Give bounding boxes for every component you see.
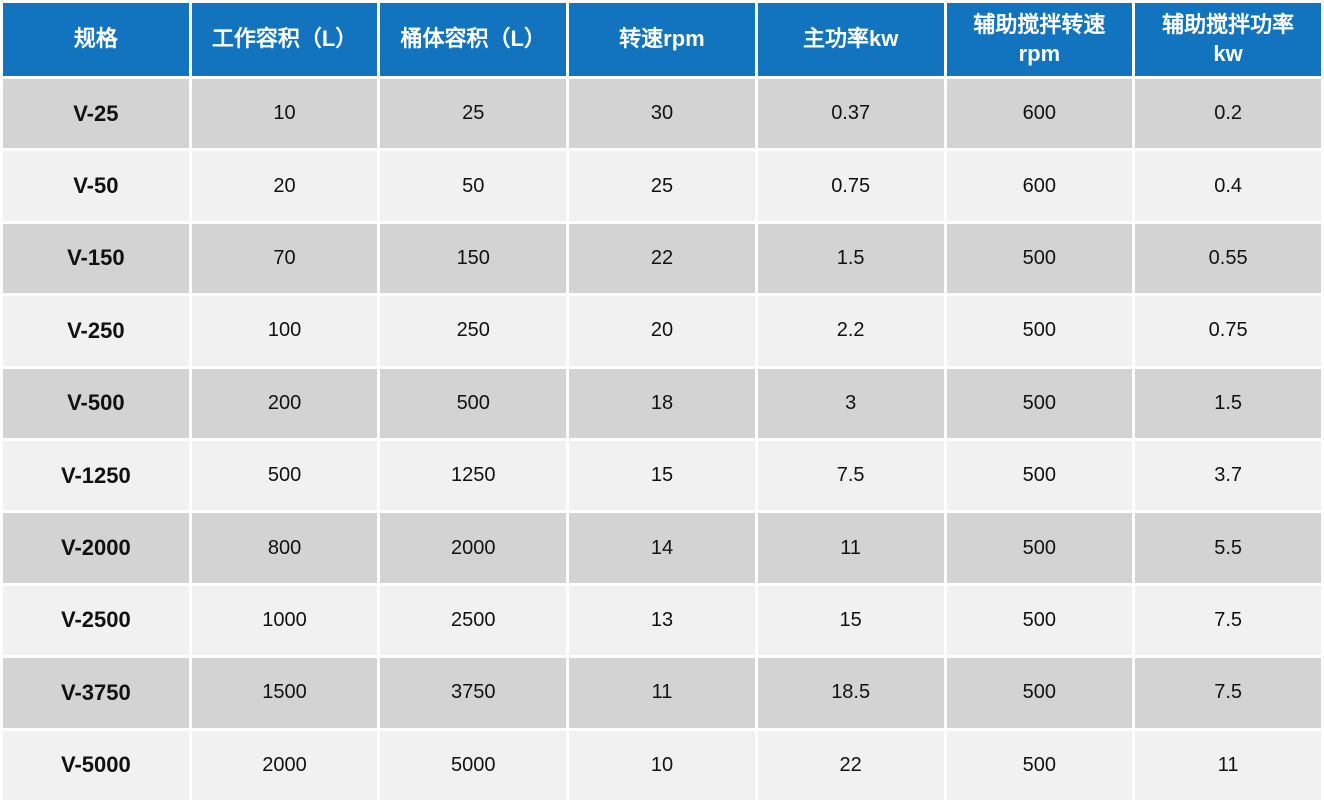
value-cell: 3750 xyxy=(380,658,567,728)
value-cell: 5000 xyxy=(380,730,567,800)
value-cell: 50 xyxy=(380,151,567,221)
table-row: V-150 70 150 22 1.5 500 0.55 xyxy=(3,223,1321,294)
value-cell: 250 xyxy=(380,296,567,366)
value-cell: 30 xyxy=(569,79,755,149)
value-cell: 13 xyxy=(569,585,755,656)
table-body: V-25 10 25 30 0.37 600 0.2 V-50 20 50 25 0.75 600 0.4… xyxy=(3,79,1321,800)
column-header-5: 辅助搅拌转速 rpm xyxy=(946,3,1133,76)
spec-cell: V-50 xyxy=(3,151,189,221)
value-cell: 18.5 xyxy=(757,658,944,728)
value-cell: 150 xyxy=(380,223,567,294)
value-cell: 0.75 xyxy=(757,151,944,221)
spec-cell: V-5000 xyxy=(3,730,189,800)
value-cell: 600 xyxy=(946,151,1133,221)
spec-cell: V-3750 xyxy=(3,658,189,728)
column-header-2: 桶体容积（L） xyxy=(380,3,567,76)
value-cell: 22 xyxy=(757,730,944,800)
value-cell: 25 xyxy=(569,151,755,221)
value-cell: 18 xyxy=(569,368,755,438)
value-cell: 15 xyxy=(569,440,755,511)
table-row: V-25 10 25 30 0.37 600 0.2 xyxy=(3,79,1321,149)
value-cell: 0.75 xyxy=(1135,296,1321,366)
value-cell: 10 xyxy=(191,79,378,149)
value-cell: 14 xyxy=(569,513,755,583)
value-cell: 25 xyxy=(380,79,567,149)
value-cell: 2000 xyxy=(380,513,567,583)
table-row: V-500 200 500 18 3 500 1.5 xyxy=(3,368,1321,438)
value-cell: 7.5 xyxy=(1135,585,1321,656)
value-cell: 11 xyxy=(1135,730,1321,800)
value-cell: 500 xyxy=(946,658,1133,728)
value-cell: 0.2 xyxy=(1135,79,1321,149)
table-row: V-3750 1500 3750 11 18.5 500 7.5 xyxy=(3,658,1321,728)
value-cell: 500 xyxy=(946,585,1133,656)
value-cell: 2.2 xyxy=(757,296,944,366)
value-cell: 0.37 xyxy=(757,79,944,149)
spec-cell: V-1250 xyxy=(3,440,189,511)
value-cell: 200 xyxy=(191,368,378,438)
spec-cell: V-250 xyxy=(3,296,189,366)
value-cell: 7.5 xyxy=(1135,658,1321,728)
value-cell: 1250 xyxy=(380,440,567,511)
value-cell: 800 xyxy=(191,513,378,583)
table-row: V-250 100 250 20 2.2 500 0.75 xyxy=(3,296,1321,366)
table-row: V-2000 800 2000 14 11 500 5.5 xyxy=(3,513,1321,583)
spec-cell: V-150 xyxy=(3,223,189,294)
value-cell: 100 xyxy=(191,296,378,366)
value-cell: 20 xyxy=(191,151,378,221)
value-cell: 5.5 xyxy=(1135,513,1321,583)
table-row: V-2500 1000 2500 13 15 500 7.5 xyxy=(3,585,1321,656)
table-row: V-1250 500 1250 15 7.5 500 3.7 xyxy=(3,440,1321,511)
value-cell: 1.5 xyxy=(1135,368,1321,438)
value-cell: 3.7 xyxy=(1135,440,1321,511)
value-cell: 1500 xyxy=(191,658,378,728)
value-cell: 1.5 xyxy=(757,223,944,294)
value-cell: 500 xyxy=(946,513,1133,583)
table-row: V-5000 2000 5000 10 22 500 11 xyxy=(3,730,1321,800)
value-cell: 600 xyxy=(946,79,1133,149)
value-cell: 1000 xyxy=(191,585,378,656)
value-cell: 500 xyxy=(946,296,1133,366)
value-cell: 11 xyxy=(757,513,944,583)
table-header: 规格 工作容积（L） 桶体容积（L） 转速rpm 主功率kw 辅助搅拌转速 rpm 辅助搅拌… xyxy=(3,3,1321,76)
value-cell: 500 xyxy=(946,440,1133,511)
spec-cell: V-25 xyxy=(3,79,189,149)
value-cell: 500 xyxy=(946,368,1133,438)
column-header-4: 主功率kw xyxy=(757,3,944,76)
value-cell: 10 xyxy=(569,730,755,800)
value-cell: 7.5 xyxy=(757,440,944,511)
column-header-1: 工作容积（L） xyxy=(191,3,378,76)
value-cell: 22 xyxy=(569,223,755,294)
value-cell: 11 xyxy=(569,658,755,728)
value-cell: 15 xyxy=(757,585,944,656)
value-cell: 70 xyxy=(191,223,378,294)
value-cell: 500 xyxy=(191,440,378,511)
spec-cell: V-2000 xyxy=(3,513,189,583)
table-row: V-50 20 50 25 0.75 600 0.4 xyxy=(3,151,1321,221)
value-cell: 0.55 xyxy=(1135,223,1321,294)
spec-cell: V-500 xyxy=(3,368,189,438)
value-cell: 20 xyxy=(569,296,755,366)
value-cell: 2500 xyxy=(380,585,567,656)
value-cell: 0.4 xyxy=(1135,151,1321,221)
value-cell: 2000 xyxy=(191,730,378,800)
column-header-6: 辅助搅拌功率 kw xyxy=(1135,3,1321,76)
value-cell: 500 xyxy=(380,368,567,438)
column-header-0: 规格 xyxy=(3,3,189,76)
spec-cell: V-2500 xyxy=(3,585,189,656)
value-cell: 500 xyxy=(946,223,1133,294)
column-header-3: 转速rpm xyxy=(569,3,755,76)
value-cell: 500 xyxy=(946,730,1133,800)
header-row: 规格 工作容积（L） 桶体容积（L） 转速rpm 主功率kw 辅助搅拌转速 rpm 辅助搅拌… xyxy=(3,3,1321,76)
value-cell: 3 xyxy=(757,368,944,438)
